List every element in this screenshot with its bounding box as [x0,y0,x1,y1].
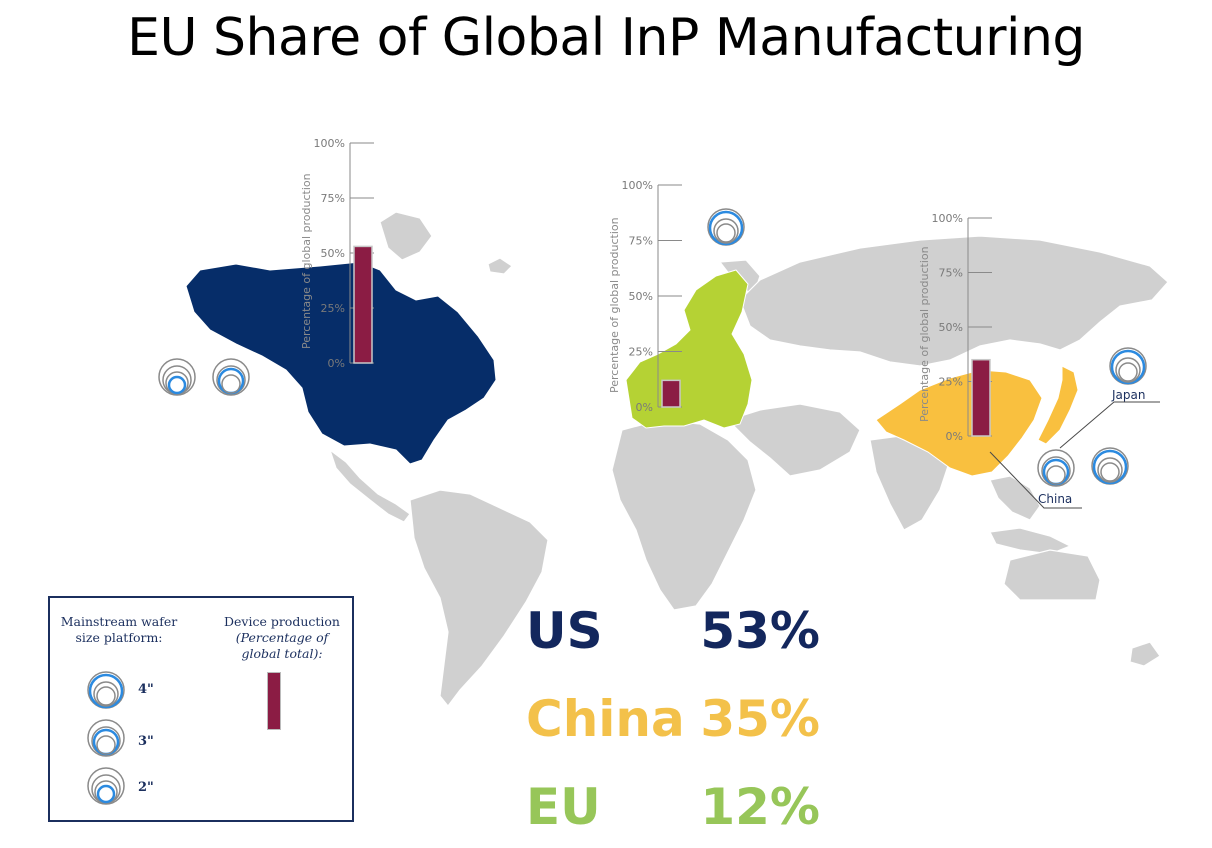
tick-label: 75% [939,267,963,280]
south-america [409,489,549,707]
stat-row-eu: EU 12% [526,778,846,848]
tick-label: 50% [321,247,345,260]
middle-east [726,403,861,477]
axis-title: Percentage of global production [918,246,931,422]
wafer-icon-japan-1 [1091,447,1129,485]
stat-value-us: 53% [700,602,820,660]
legend-panel: Mainstream wafer size platform: Device p… [48,596,354,822]
bar-eu [661,379,681,408]
bar-us [353,245,373,364]
tick-label: 0% [636,401,653,414]
legend-bar-swatch [267,672,281,730]
tick-label: 25% [939,376,963,389]
japan-region [1037,365,1079,445]
land-masses [328,211,1169,707]
tick-label: 75% [321,192,345,205]
legend-device-subtitle: (Percentage of global total): [235,630,329,661]
legend-size-4in: 4" [138,682,154,697]
axis-title: Percentage of global production [608,217,621,393]
china-label: China [1038,492,1072,506]
japan-callout-line [1059,401,1160,449]
legend-wafer-icon-2 [87,767,125,805]
bar-chart-eu: 0% 25% 50% 75% 100% Percentage of global prod… [608,179,682,414]
wafer-icon-eu-0 [707,208,745,246]
japan-label: Japan [1111,388,1145,402]
indonesia [989,527,1072,555]
stat-value-china: 35% [700,690,820,748]
stat-name-eu: EU [526,778,601,836]
legend-wafer-heading: Mainstream wafer size platform: [60,614,178,645]
wafer-icon-us-1 [212,358,250,396]
australia [1003,549,1101,601]
tick-label: 100% [932,212,963,225]
callout-lines [989,401,1160,509]
stat-name-china: China [526,690,685,748]
china-callout-line [989,451,1082,509]
tick-label: 25% [321,302,345,315]
bar-china [971,358,991,437]
tick-label: 25% [629,346,653,359]
wafer-icon-us-0 [158,358,196,396]
tick-label: 75% [629,235,653,248]
legend-wafer-icon-0 [87,671,125,709]
tick-label: 0% [946,430,963,443]
wafer-icon-china-0 [1037,449,1075,487]
region-bar-charts: 0% 25% 50% 75% 100% Percentage of global prod… [300,137,992,443]
tick-label: 50% [939,321,963,334]
axis-title: Percentage of global production [300,173,313,349]
stat-value-eu: 12% [700,778,820,836]
wafer-icon-japan-0 [1109,347,1147,385]
stat-row-china: China 35% [526,690,846,760]
legend-device-heading: Device production (Percentage of global … [218,614,346,662]
page-title: EU Share of Global InP Manufacturing [127,8,1085,68]
legend-wafer-icon-1 [87,719,125,757]
legend-size-2in: 2" [138,780,154,795]
tick-label: 100% [314,137,345,150]
africa [611,419,757,611]
china-region [875,369,1043,477]
legend-wafer-icons [87,671,125,805]
southeast-asia [989,475,1041,521]
new-zealand [1129,641,1161,667]
central-america [328,448,411,523]
bar-chart-china: 0% 25% 50% 75% 100% Percentage of global prod… [918,212,992,443]
iceland [487,257,513,275]
bar-chart-us: 0% 25% 50% 75% 100% Percentage of global prod… [300,137,374,370]
russia [739,235,1169,367]
tick-label: 100% [622,179,653,192]
stat-name-us: US [526,602,603,660]
tick-label: 0% [328,357,345,370]
legend-device-title: Device production [223,614,340,629]
greenland [379,211,433,261]
tick-label: 50% [629,290,653,303]
stat-row-us: US 53% [526,602,846,672]
legend-size-3in: 3" [138,734,154,749]
wafer-icons [158,208,1147,487]
